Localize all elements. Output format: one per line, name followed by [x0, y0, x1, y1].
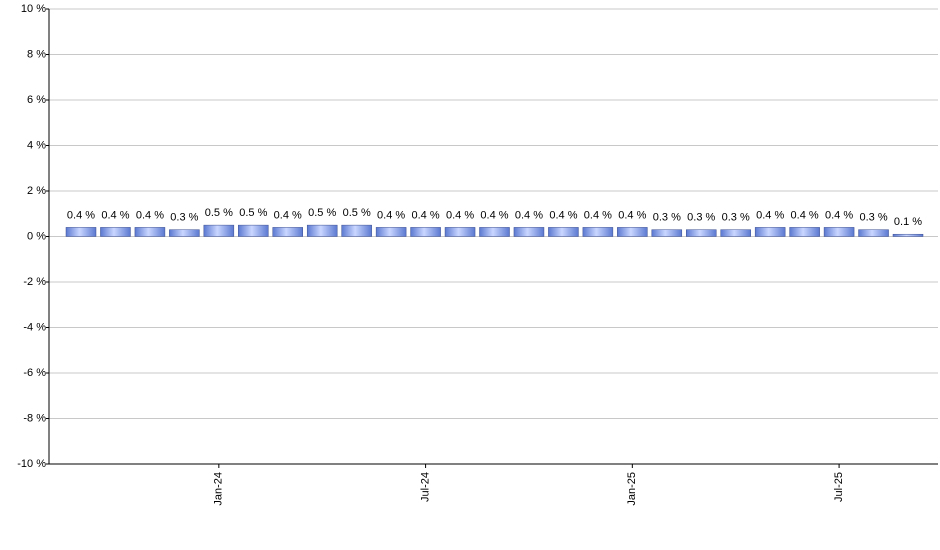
bar — [203, 224, 235, 237]
bar — [823, 227, 855, 237]
x-tick-label: Jul-24 — [419, 472, 431, 502]
bar — [617, 227, 648, 237]
bar — [65, 227, 97, 237]
value-label: 0.4 % — [515, 209, 543, 221]
bar — [169, 229, 200, 237]
bar — [892, 233, 924, 237]
bar — [651, 229, 683, 237]
bar — [410, 227, 441, 237]
bar — [100, 227, 131, 237]
bar — [754, 227, 786, 237]
value-label: 0.5 % — [239, 207, 267, 219]
value-label: 0.4 % — [825, 209, 853, 221]
value-label: 0.5 % — [205, 207, 233, 219]
bar — [548, 227, 579, 237]
value-label: 0.1 % — [894, 216, 922, 228]
value-label: 0.4 % — [377, 209, 405, 221]
y-tick-label: -4 % — [23, 321, 46, 333]
value-label: 0.3 % — [653, 212, 681, 224]
value-label: 0.4 % — [756, 209, 784, 221]
bar — [686, 229, 717, 237]
y-tick-label: 10 % — [21, 3, 46, 15]
bar — [582, 227, 614, 237]
x-tick-label: Jan-25 — [626, 472, 638, 506]
value-label: 0.4 % — [136, 209, 164, 221]
y-tick-label: -8 % — [23, 412, 46, 424]
bar — [789, 227, 820, 237]
value-label: 0.4 % — [549, 209, 577, 221]
value-label: 0.3 % — [170, 212, 198, 224]
bar — [134, 227, 166, 237]
value-label: 0.4 % — [101, 209, 129, 221]
y-tick-label: -6 % — [23, 367, 46, 379]
bar — [238, 224, 269, 237]
y-tick-label: 2 % — [27, 185, 46, 197]
value-label: 0.4 % — [584, 209, 612, 221]
bar — [858, 229, 889, 237]
x-tick-label: Jul-25 — [833, 472, 845, 502]
bar — [272, 227, 303, 237]
bar — [479, 227, 510, 237]
y-tick-label: -10 % — [17, 458, 46, 470]
value-label: 0.3 % — [859, 212, 887, 224]
value-label: 0.4 % — [67, 209, 95, 221]
x-tick-label: Jan-24 — [213, 472, 225, 506]
y-tick-label: 6 % — [27, 94, 46, 106]
bar — [306, 224, 338, 237]
value-label: 0.4 % — [412, 209, 440, 221]
bar — [375, 227, 407, 237]
bar — [513, 227, 545, 237]
y-tick-label: 0 % — [27, 230, 46, 242]
value-label: 0.5 % — [343, 207, 371, 219]
value-label: 0.3 % — [722, 212, 750, 224]
value-label: 0.4 % — [446, 209, 474, 221]
value-label: 0.5 % — [308, 207, 336, 219]
value-label: 0.4 % — [618, 209, 646, 221]
value-label: 0.3 % — [687, 212, 715, 224]
value-label: 0.4 % — [480, 209, 508, 221]
y-tick-label: 8 % — [27, 48, 46, 60]
y-tick-label: -2 % — [23, 276, 46, 288]
bar — [444, 227, 476, 237]
value-label: 0.4 % — [791, 209, 819, 221]
value-label: 0.4 % — [274, 209, 302, 221]
bar — [341, 224, 372, 237]
y-tick-label: 4 % — [27, 139, 46, 151]
bar — [720, 229, 751, 237]
